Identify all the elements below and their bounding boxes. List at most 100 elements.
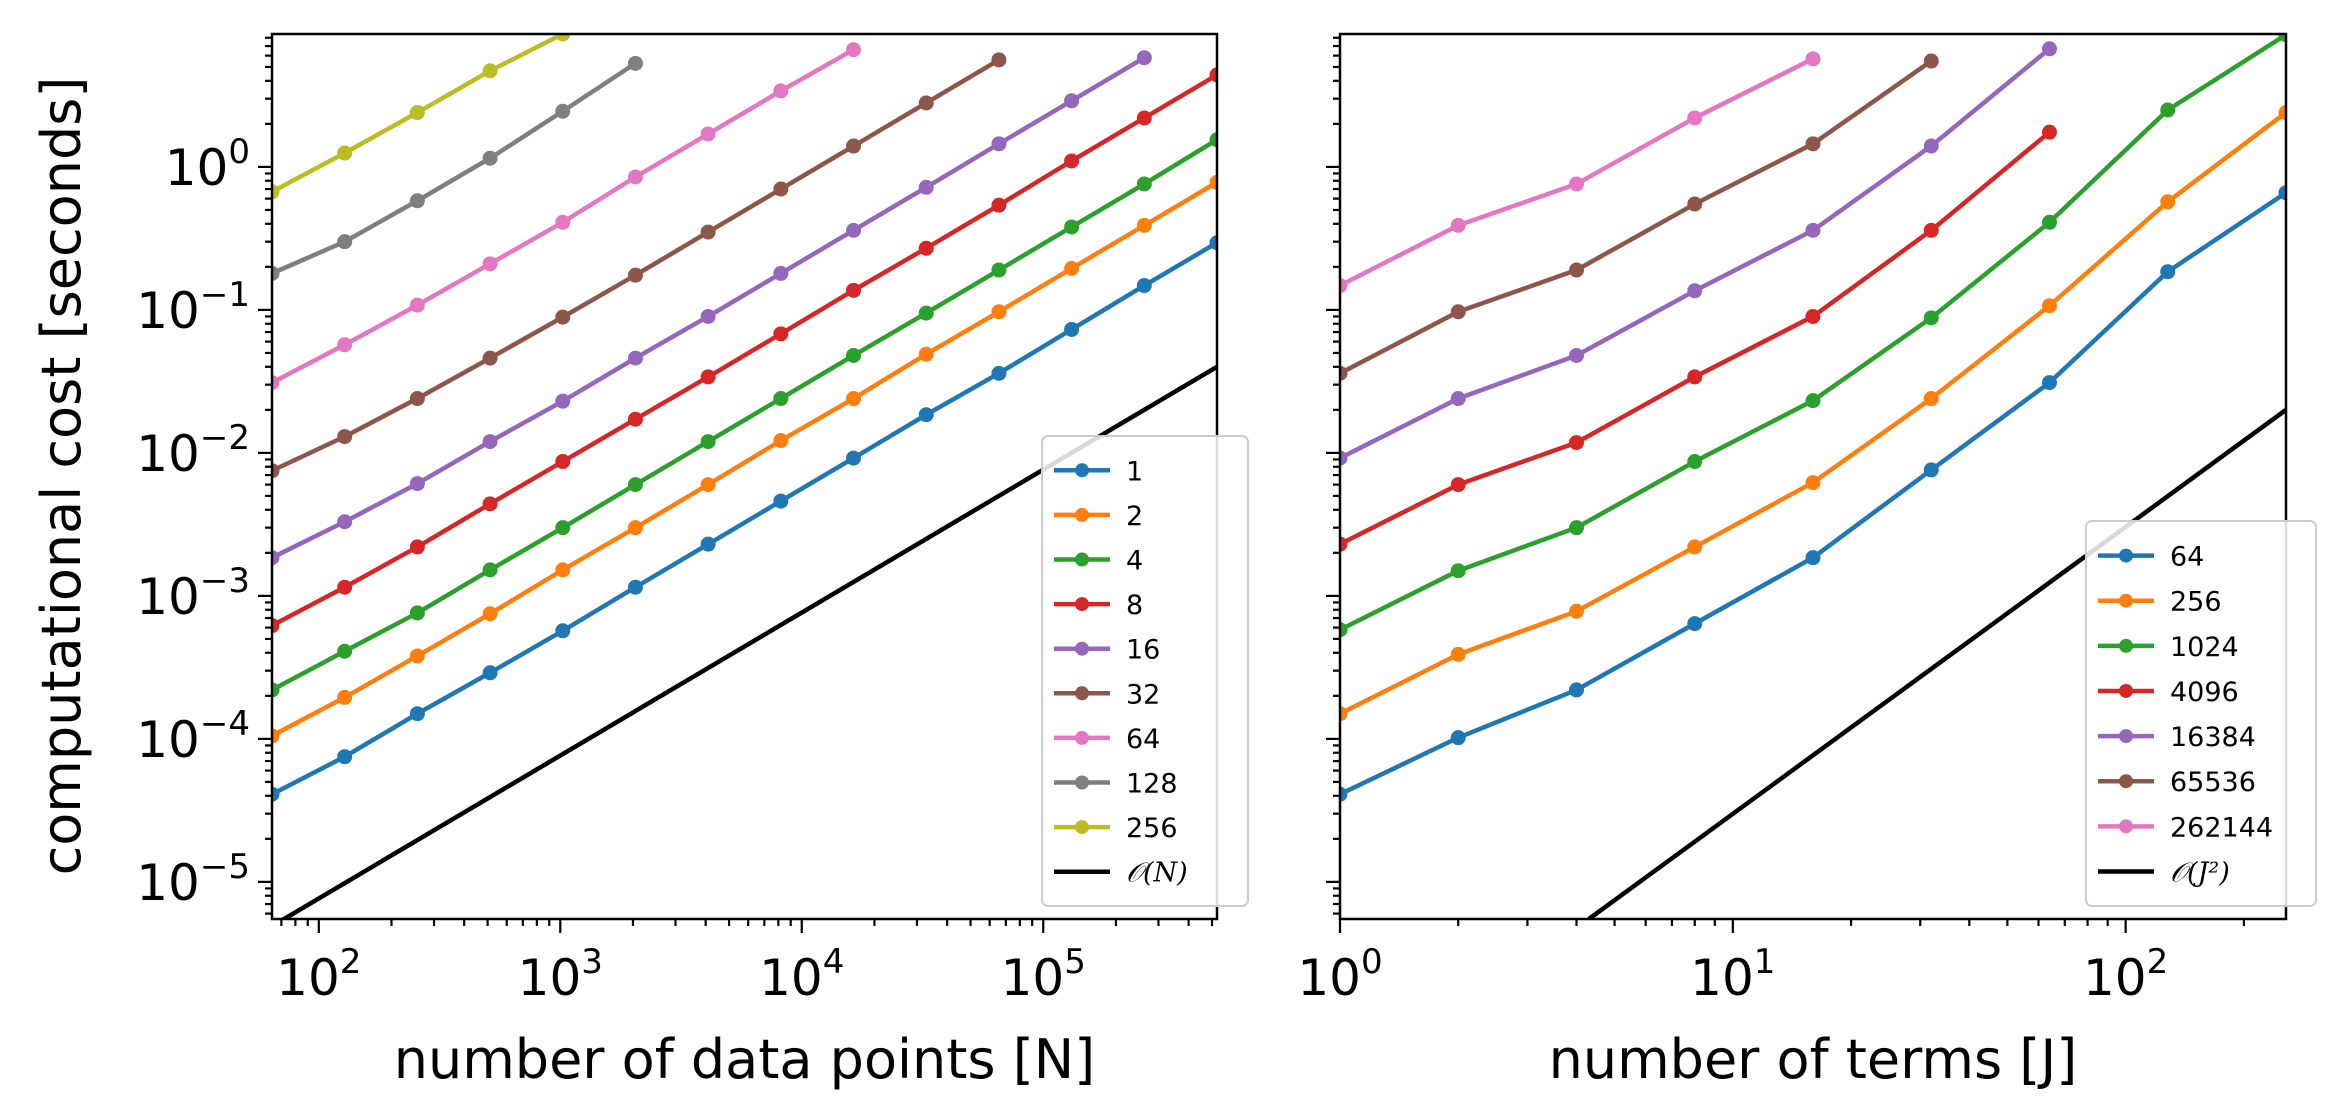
legend-marker-262144 xyxy=(2119,819,2133,834)
data-point-128-0 xyxy=(272,265,280,281)
legend-label-32: 32 xyxy=(1126,679,1160,710)
data-point-32-4 xyxy=(555,309,571,325)
data-point-64-6 xyxy=(2042,375,2057,391)
data-point-256-4 xyxy=(555,34,571,42)
data-point-4-12 xyxy=(1136,176,1152,192)
data-point-256-4 xyxy=(1805,475,1821,491)
legend-label-64: 64 xyxy=(1126,724,1160,755)
data-point-262144-1 xyxy=(1450,217,1466,233)
series-line-32 xyxy=(272,57,1001,473)
data-point-64-2 xyxy=(409,297,425,313)
legend-marker-65536 xyxy=(2119,774,2133,789)
data-point-4-5 xyxy=(627,477,643,493)
data-point-64-8 xyxy=(2278,185,2286,201)
data-point-64-3 xyxy=(482,256,498,272)
data-point-2-4 xyxy=(555,562,571,578)
legend-marker-1024 xyxy=(2119,638,2133,653)
data-point-16-2 xyxy=(409,476,425,492)
data-point-16384-2 xyxy=(1569,347,1584,363)
data-point-1-2 xyxy=(409,706,425,722)
data-point-32-5 xyxy=(627,267,643,283)
data-point-2-0 xyxy=(272,728,280,744)
y-tick-label: 10−5 xyxy=(136,847,250,912)
data-point-64-2 xyxy=(1569,682,1584,698)
x-tick-label: 101 xyxy=(1690,942,1775,1007)
data-point-8-12 xyxy=(1136,110,1152,126)
data-point-16-0 xyxy=(272,550,280,566)
legend-label-16: 16 xyxy=(1126,635,1160,666)
data-point-4096-1 xyxy=(1450,477,1466,493)
legend-label-4: 4 xyxy=(1126,546,1143,577)
legend-marker-256 xyxy=(1075,820,1089,835)
data-point-4096-4 xyxy=(1805,308,1821,324)
data-point-262144-3 xyxy=(1687,110,1703,126)
x-tick-label: 103 xyxy=(518,942,603,1007)
data-point-64-1 xyxy=(1450,730,1466,746)
data-point-2-2 xyxy=(409,648,425,664)
data-point-1-1 xyxy=(337,749,353,765)
x-tick-label: 102 xyxy=(2083,942,2168,1007)
x-tick-label: 105 xyxy=(1001,942,1086,1007)
legend-label-1024: 1024 xyxy=(2170,632,2239,663)
axes-frame xyxy=(1338,32,2288,921)
data-point-256-1 xyxy=(1450,646,1466,662)
data-point-32-8 xyxy=(846,138,862,154)
legend-marker-4096 xyxy=(2119,683,2133,698)
legend-label-128: 128 xyxy=(1126,769,1178,800)
data-point-64-5 xyxy=(627,169,643,185)
legend-box xyxy=(2085,520,2317,907)
data-point-32-3 xyxy=(482,350,498,366)
data-point-16-8 xyxy=(846,222,862,238)
data-point-256-8 xyxy=(2278,105,2286,121)
legend-label-64: 64 xyxy=(2170,542,2204,573)
legend-marker-16 xyxy=(1075,641,1089,656)
data-point-8-8 xyxy=(846,282,862,298)
data-point-32-7 xyxy=(773,181,789,197)
data-point-16-3 xyxy=(482,434,498,450)
data-point-1024-4 xyxy=(1805,393,1821,409)
data-point-32-1 xyxy=(337,429,353,445)
data-point-1-10 xyxy=(991,365,1007,381)
data-point-32-2 xyxy=(409,391,425,407)
data-point-64-6 xyxy=(700,126,716,142)
series-line-4 xyxy=(272,137,1217,692)
data-point-2-6 xyxy=(700,477,716,493)
legend-marker-1 xyxy=(1075,463,1089,478)
legend-marker-256 xyxy=(2119,593,2133,608)
data-point-4096-3 xyxy=(1687,369,1703,385)
legend-label-8: 8 xyxy=(1126,590,1143,621)
legend-marker-8 xyxy=(1075,597,1089,612)
data-point-8-11 xyxy=(1064,153,1080,169)
data-point-1-4 xyxy=(555,623,571,639)
data-point-256-7 xyxy=(2160,194,2176,210)
data-point-128-4 xyxy=(555,103,571,119)
data-point-1-8 xyxy=(846,450,862,466)
shared-y-axis-label: computational cost [seconds] xyxy=(30,77,93,876)
legend-marker-4 xyxy=(1075,552,1089,567)
y-tick-label: 10−4 xyxy=(136,704,250,769)
data-point-32-0 xyxy=(272,463,280,479)
data-point-1-3 xyxy=(482,665,498,681)
data-point-128-2 xyxy=(409,193,425,209)
data-point-4-6 xyxy=(700,434,716,450)
data-point-1024-2 xyxy=(1569,520,1584,536)
data-point-32-9 xyxy=(918,95,934,111)
data-point-4-2 xyxy=(409,605,425,621)
legend-marker-128 xyxy=(1075,775,1089,790)
data-point-1-6 xyxy=(700,536,716,552)
data-point-4-0 xyxy=(272,682,280,698)
series-line-j xyxy=(1587,408,2286,919)
data-point-2-10 xyxy=(991,304,1007,320)
data-point-16-9 xyxy=(918,179,934,195)
data-point-1024-8 xyxy=(2278,34,2286,43)
data-point-256-2 xyxy=(409,105,425,121)
data-point-1024-7 xyxy=(2160,102,2176,118)
data-point-2-9 xyxy=(918,346,934,362)
x-axis-label-data-points: number of data points [N] xyxy=(394,1028,1095,1091)
data-point-32-6 xyxy=(700,224,716,240)
data-point-4-7 xyxy=(773,391,789,407)
data-point-64-7 xyxy=(2160,264,2176,280)
data-point-8-4 xyxy=(555,454,571,470)
data-point-256-3 xyxy=(482,63,498,79)
legend-label-4096: 4096 xyxy=(2170,677,2239,708)
